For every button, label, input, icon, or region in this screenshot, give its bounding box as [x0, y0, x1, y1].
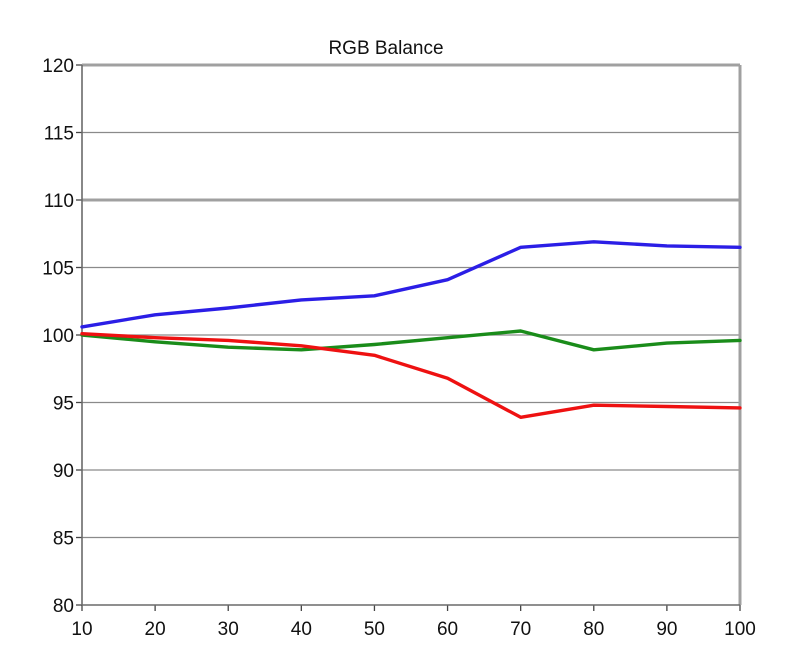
ytick-label-85: 85	[53, 529, 74, 550]
ytick-label-110: 110	[44, 191, 74, 212]
ytick-label-115: 115	[44, 124, 74, 145]
xtick-label-80: 80	[583, 619, 604, 640]
ytick-label-95: 95	[53, 394, 74, 415]
xtick-label-50: 50	[364, 619, 385, 640]
series-line-1	[80, 329, 742, 352]
chart-title: RGB Balance	[328, 38, 443, 59]
tick-labels: 80 85 90 95 100 105 110 115 120 10 20 30 40 50 60 70 80 9…	[42, 56, 756, 640]
xtick-label-30: 30	[218, 619, 239, 640]
series-line-0	[80, 240, 742, 329]
xtick-label-10: 10	[71, 619, 92, 640]
xtick-label-20: 20	[145, 619, 166, 640]
ytick-label-80: 80	[53, 596, 74, 617]
ytick-label-100: 100	[42, 326, 74, 347]
xtick-label-40: 40	[291, 619, 312, 640]
ytick-label-120: 120	[42, 56, 74, 77]
xtick-label-60: 60	[437, 619, 458, 640]
ytick-label-105: 105	[42, 259, 74, 280]
ytick-label-90: 90	[53, 461, 74, 482]
series-line-2	[80, 332, 742, 419]
xtick-label-90: 90	[656, 619, 677, 640]
xtick-label-100: 100	[724, 619, 756, 640]
data-series	[80, 240, 742, 419]
xtick-label-70: 70	[510, 619, 531, 640]
grid-lines	[82, 63, 740, 539]
